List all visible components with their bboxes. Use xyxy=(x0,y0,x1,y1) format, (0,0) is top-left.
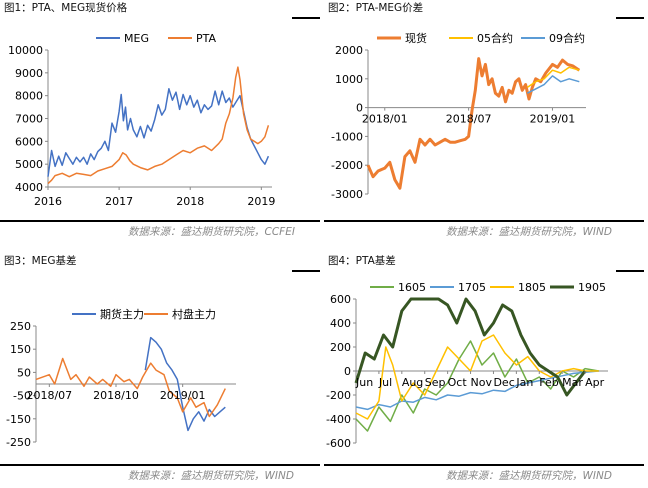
legend-label-s0: 现货 xyxy=(405,31,427,45)
y-tick-label: 600 xyxy=(330,293,351,306)
bottom-rule xyxy=(0,464,320,466)
series-line-09 xyxy=(526,75,580,94)
y-tick-label: -250 xyxy=(6,436,31,449)
panel-spread: 图2：PTA-MEG价差 -3000 -2000 -1000 0 1000 2000 201… xyxy=(324,0,648,244)
y-tick-label: 5000 xyxy=(15,158,43,171)
y-tick-label: -50 xyxy=(13,390,31,403)
x-tick-label: Feb xyxy=(539,376,558,389)
x-tick-label: Dec xyxy=(493,376,514,389)
y-tick-label: 50 xyxy=(17,366,31,379)
chart-title: 图2：PTA-MEG价差 xyxy=(328,2,424,14)
y-tick-label: 200 xyxy=(330,341,351,354)
x-tick-label: Mar xyxy=(562,376,583,389)
chart-price: 4000 5000 6000 7000 8000 9000 10000 2016 2017 201… xyxy=(8,32,275,208)
y-tick-label: -1000 xyxy=(331,130,363,143)
chart-title: 图4：PTA基差 xyxy=(328,255,396,267)
panel-price: 图1：PTA、MEG现货价格 4000 5000 6000 7000 8000 9000 1… xyxy=(0,0,324,244)
chart-title: 图1：PTA、MEG现货价格 xyxy=(4,2,128,14)
legend-label-1705: 1705 xyxy=(458,281,486,294)
title-underline xyxy=(616,17,644,19)
legend-label-09: 09合约 xyxy=(549,31,585,45)
legend-label-meg: MEG xyxy=(124,32,149,45)
bottom-rule xyxy=(324,220,644,222)
series-line-05 xyxy=(526,66,580,89)
x-tick-label: Aug xyxy=(402,376,423,389)
x-tick-label: 2019/01 xyxy=(160,389,206,402)
y-tick-label: 2000 xyxy=(335,44,363,57)
y-tick-label: 6000 xyxy=(15,135,43,148)
series-line-s0 xyxy=(366,57,581,190)
title-underline xyxy=(292,270,320,272)
y-tick-label: 9000 xyxy=(15,67,43,80)
series-line-1605 xyxy=(355,340,599,432)
x-tick-label: 2019/01 xyxy=(530,113,576,126)
data-source: 数据来源：盛达期货研究院，CCFEI xyxy=(128,226,295,238)
y-tick-label: 8000 xyxy=(15,90,43,103)
x-tick-label: Jul xyxy=(378,376,392,389)
legend-label-05: 05合约 xyxy=(477,31,513,45)
x-tick-label: 2016 xyxy=(34,195,62,208)
x-tick-label: Nov xyxy=(471,376,493,389)
x-tick-label: 2018/01 xyxy=(362,113,408,126)
legend-label-1905: 1905 xyxy=(578,281,606,294)
y-tick-label: 400 xyxy=(330,317,351,330)
y-tick-label: 10000 xyxy=(8,44,43,57)
y-tick-label: 150 xyxy=(10,343,31,356)
y-tick-label: -2000 xyxy=(331,159,363,172)
x-tick-label: Sep xyxy=(425,376,446,389)
y-tick-label: 7000 xyxy=(15,113,43,126)
legend-label-1605: 1605 xyxy=(398,281,426,294)
x-tick-label: Apr xyxy=(585,376,605,389)
x-tick-label: Oct xyxy=(448,376,468,389)
series-line-pta xyxy=(47,66,270,185)
bottom-rule xyxy=(0,220,320,222)
y-tick-label: 250 xyxy=(10,320,31,333)
y-tick-label: -150 xyxy=(6,413,31,426)
chart-title: 图3：MEG基差 xyxy=(4,255,77,267)
y-tick-label: -3000 xyxy=(331,188,363,201)
y-tick-label: 4000 xyxy=(15,181,43,194)
series-line-1905 xyxy=(354,297,587,397)
legend-label-pta: PTA xyxy=(196,32,216,45)
x-tick-label: 2018/07 xyxy=(446,113,492,126)
y-tick-label: -400 xyxy=(326,413,351,426)
x-tick-label: 2018/07 xyxy=(26,389,72,402)
legend-label-s0: 期货主力 xyxy=(100,307,144,321)
x-tick-label: Jan xyxy=(515,376,533,389)
title-underline xyxy=(616,270,644,272)
data-source: 数据来源：盛达期货研究院，WIND xyxy=(446,470,612,482)
x-tick-label: 2019 xyxy=(247,195,275,208)
legend-label-s1: 村盘主力 xyxy=(172,307,216,321)
data-source: 数据来源：盛达期货研究院，WIND xyxy=(128,470,294,482)
data-source: 数据来源：盛达期货研究院，WIND xyxy=(446,226,612,238)
chart-spread: -3000 -2000 -1000 0 1000 2000 2018/01 2018/07 20… xyxy=(331,31,586,201)
x-tick-label: 2018/10 xyxy=(93,389,139,402)
legend-label-1805: 1805 xyxy=(518,281,546,294)
x-tick-label: Jun xyxy=(355,376,373,389)
panel-pta-basis: 图4：PTA基差 -600 -400 -200 0 200 400 600 Jun Jul Aug… xyxy=(324,244,648,488)
x-tick-label: 2017 xyxy=(105,195,133,208)
panel-meg-basis: 图3：MEG基差 -250 -150 -50 50 150 250 2018/07 2018/… xyxy=(0,244,324,488)
x-tick-label: 2018 xyxy=(176,195,204,208)
title-underline xyxy=(292,17,320,19)
bottom-rule xyxy=(324,464,644,466)
chart-meg-basis: -250 -150 -50 50 150 250 2018/07 2018/10 2019/01… xyxy=(6,307,236,449)
y-tick-label: -600 xyxy=(326,437,351,450)
y-tick-label: 1000 xyxy=(335,73,363,86)
y-tick-label: 0 xyxy=(356,102,363,115)
chart-pta-basis: -600 -400 -200 0 200 400 600 Jun Jul Aug Sep Oct Nov… xyxy=(326,281,608,450)
series-line-s1 xyxy=(35,357,226,418)
y-tick-label: 0 xyxy=(344,365,351,378)
y-tick-label: -200 xyxy=(326,389,351,402)
series-line-meg xyxy=(47,88,270,177)
